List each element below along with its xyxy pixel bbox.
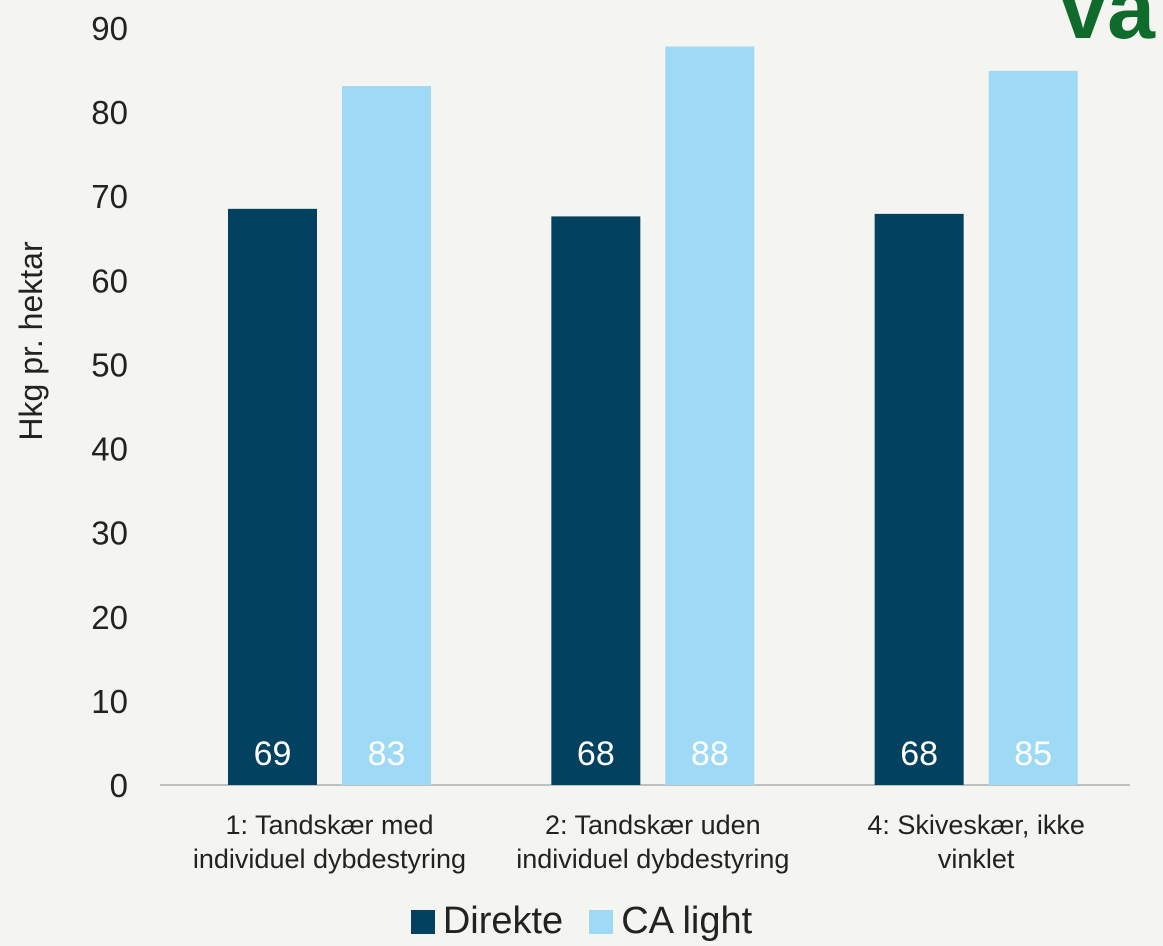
bar-data-label: 83 xyxy=(368,735,406,773)
x-category-label: 1: Tandskær med xyxy=(225,810,433,840)
x-category-label: 2: Tandskær uden xyxy=(545,810,761,840)
bar-data-label: 68 xyxy=(900,735,938,773)
legend-swatch xyxy=(589,909,614,934)
legend: Direkte CA light xyxy=(0,900,1163,943)
y-tick-label: 60 xyxy=(91,262,128,299)
bar-data-label: 88 xyxy=(691,735,729,773)
bar-direkte xyxy=(551,216,641,786)
x-category-label: individuel dybdestyring xyxy=(516,844,789,874)
bar-direkte xyxy=(874,213,964,785)
y-tick-label: 10 xyxy=(91,683,128,720)
y-axis-ticks: 0 10 20 30 40 50 60 70 80 90 xyxy=(91,10,128,804)
y-tick-label: 20 xyxy=(91,599,128,636)
legend-item-ca-light: CA light xyxy=(589,900,752,943)
y-tick-label: 50 xyxy=(91,346,128,383)
legend-item-direkte: Direkte xyxy=(410,900,564,943)
legend-swatch xyxy=(410,909,435,934)
x-category-label: vinklet xyxy=(938,844,1015,874)
bars-group: 69 68 68 83 88 85 xyxy=(228,46,1078,786)
y-axis-label: Hkg pr. hektar xyxy=(13,241,49,441)
y-tick-label: 80 xyxy=(91,94,128,131)
category-labels: 1: Tandskær med individuel dybdestyring 2:… xyxy=(193,810,1085,874)
legend-label: CA light xyxy=(621,900,753,942)
bar-ca-light xyxy=(665,46,755,785)
y-tick-label: 70 xyxy=(91,178,128,215)
legend-label: Direkte xyxy=(442,900,564,942)
bar-direkte xyxy=(228,208,317,786)
x-category-label: individuel dybdestyring xyxy=(193,844,466,874)
y-tick-label: 90 xyxy=(91,10,128,47)
y-tick-label: 0 xyxy=(110,767,128,804)
y-tick-label: 30 xyxy=(91,515,128,552)
y-tick-label: 40 xyxy=(91,431,128,468)
bar-data-label: 68 xyxy=(577,735,615,773)
corner-heading-text: va xyxy=(1059,0,1155,57)
bar-ca-light xyxy=(988,70,1078,785)
x-category-label: 4: Skiveskær, ikke xyxy=(867,810,1085,840)
bar-data-label: 69 xyxy=(254,735,292,773)
bar-data-label: 85 xyxy=(1014,735,1052,773)
bar-ca-light xyxy=(342,86,431,785)
